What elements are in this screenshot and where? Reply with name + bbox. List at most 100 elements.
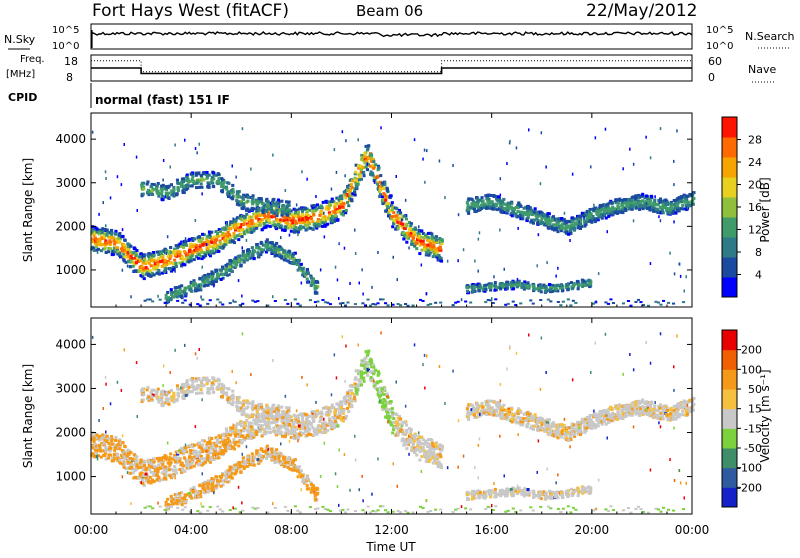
power-cell [376,175,379,178]
power-cell [142,187,145,190]
velocity-cell [216,438,219,441]
power-cell [533,211,536,214]
power-cell [198,239,201,242]
power-cell [272,295,274,298]
power-cell [318,223,321,226]
power-cell [637,299,640,301]
velocity-cell [307,427,310,430]
power-cell [228,262,231,265]
power-cell [521,217,524,220]
power-cell [532,303,535,305]
power-cell [420,229,423,232]
power-cell [207,284,210,287]
power-cell [380,126,382,129]
power-cell [397,278,399,281]
power-cell [274,300,277,302]
power-cell [485,207,488,210]
velocity-cell [147,481,150,484]
power-cell [217,250,220,253]
power-cell [480,204,483,207]
power-ylabel: Slant Range [km] [21,158,35,262]
power-cell [572,300,575,302]
power-cell [173,259,176,262]
power-cell [405,218,408,221]
velocity-cell [153,460,156,463]
power-cell [306,210,309,213]
power-cell [222,227,225,230]
velocity-cell [267,422,270,425]
power-cell [377,251,379,254]
power-cell [482,199,485,202]
nsearch-tick-high: 10^5 [706,25,733,36]
power-cell [231,192,234,195]
power-cell [538,289,541,292]
velocity-cell [193,444,196,447]
power-cell [424,181,426,184]
power-cell [610,201,613,204]
power-cell [281,210,284,213]
power-cell [624,209,627,212]
power-cell [273,251,276,254]
velocity-cell [240,425,243,428]
power-cell [274,226,277,229]
freq-tick-high: 18 [64,55,78,68]
power-cell [255,243,258,246]
power-cell [172,268,175,271]
velocity-cell [99,450,102,453]
power-cell [493,289,496,292]
power-cell [216,299,219,301]
velocity-cell [351,385,354,388]
power-cell [241,235,244,238]
velocity-cell [157,476,160,479]
power-cell [157,269,160,272]
velocity-cell [159,466,162,469]
power-cell [474,260,476,263]
power-cell [544,290,547,293]
power-cell [301,213,304,216]
power-cell [184,139,186,142]
power-cell [243,254,246,257]
power-cell [315,280,318,283]
power-cell [105,242,108,245]
power-cell [202,266,204,269]
power-cell [157,295,159,298]
power-cell [235,219,238,222]
power-cell [181,255,184,258]
power-cell [372,167,375,170]
power-cell [596,217,599,220]
power-cell [439,160,441,163]
power-cell [166,299,169,302]
power-cell [170,288,173,291]
power-cell [170,166,172,169]
velocity-cell [357,370,360,373]
power-cell [228,265,231,268]
power-cell [621,211,624,214]
nave-tick-high: 60 [708,55,722,68]
velocity-cell [343,397,346,400]
power-cell [228,233,231,236]
power-cell [493,208,496,211]
power-cell [283,229,286,232]
power-cell [117,237,120,240]
velocity-scatter [90,331,695,513]
power-cell [673,160,675,163]
power-cell [275,201,278,204]
power-cell [409,224,412,227]
power-cell [150,264,153,267]
power-cell [362,293,364,296]
power-cell [329,303,332,305]
power-cell [322,218,325,221]
power-cell [185,179,188,182]
velocity-cell [142,468,145,471]
power-cell [673,199,676,202]
power-cell [359,282,361,285]
power-cell [280,200,283,203]
power-cell [399,304,402,306]
power-cell [122,235,125,238]
power-cell [399,211,402,214]
power-cell [199,305,202,307]
power-cell [159,260,162,263]
power-cell [124,143,126,146]
velocity-cell [320,417,323,420]
power-cell [189,288,192,291]
